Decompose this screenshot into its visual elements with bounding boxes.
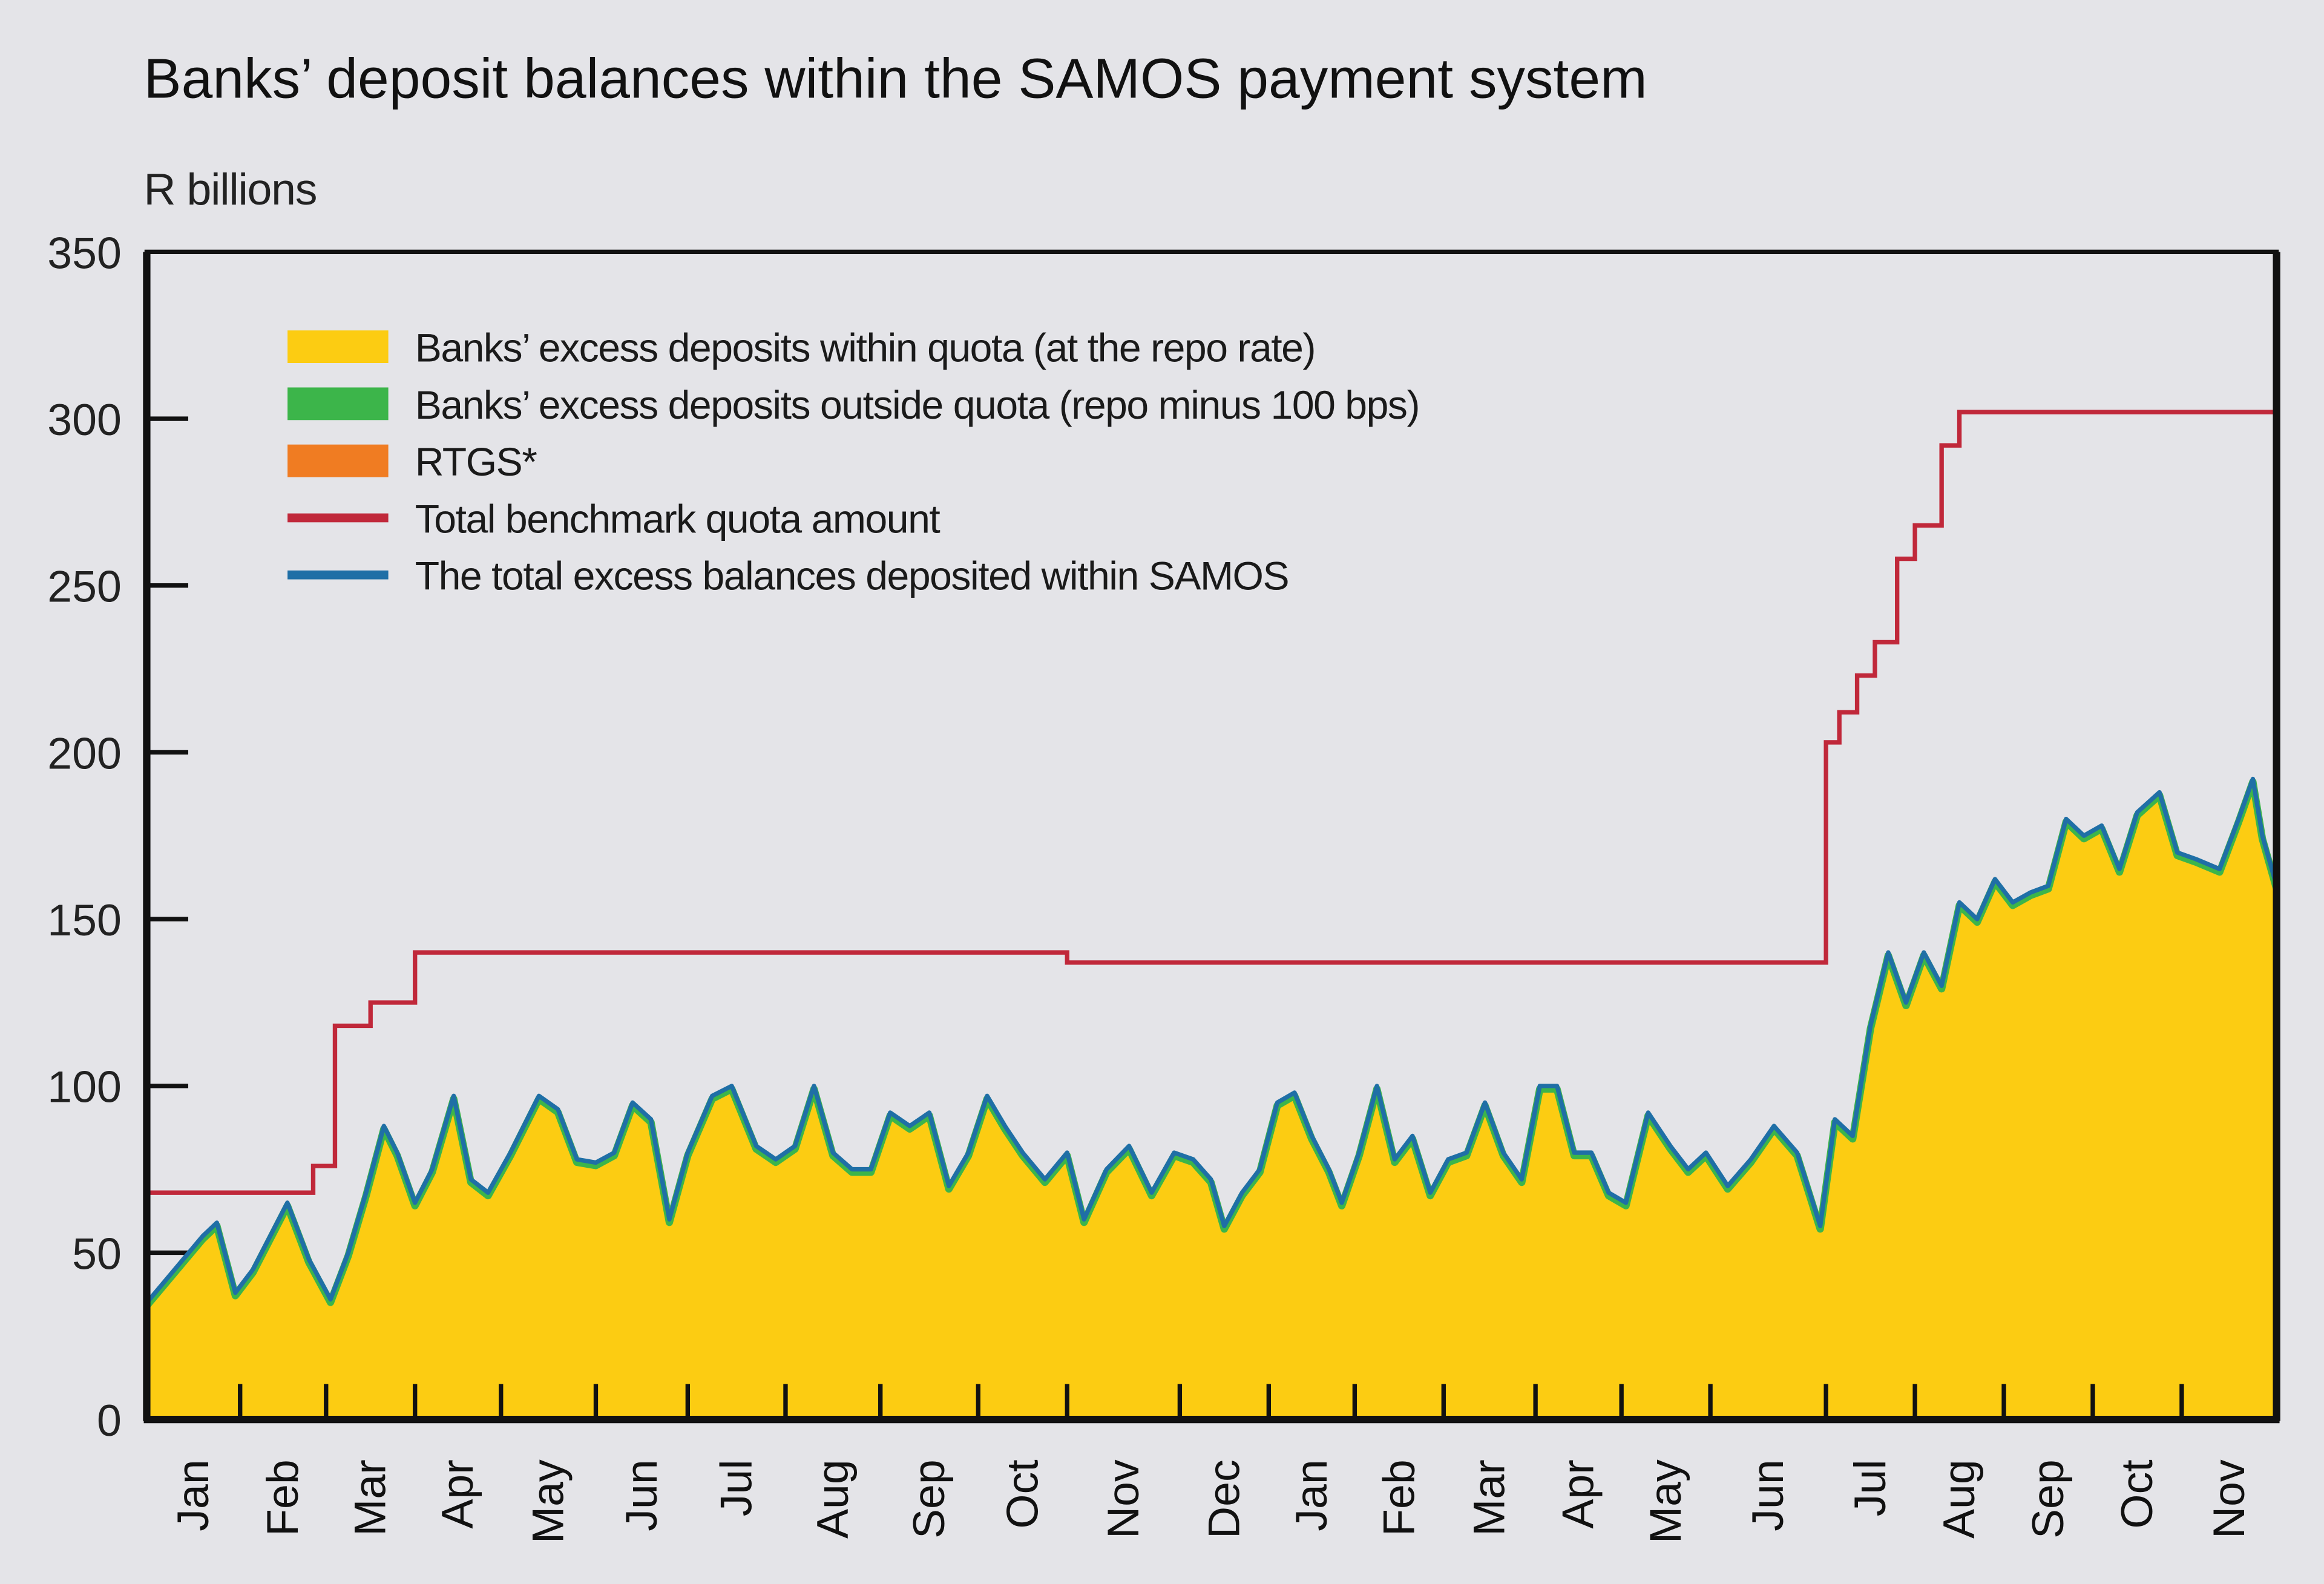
- x-tick-label: Aug: [807, 1459, 858, 1539]
- x-tick-label: May: [523, 1459, 573, 1543]
- chart-title: Banks’ deposit balances within the SAMOS…: [144, 47, 1647, 110]
- x-tick-label: Mar: [1464, 1459, 1514, 1536]
- x-tick-label: Oct: [997, 1459, 1047, 1528]
- y-axis-ticks: 0 50 100 150 200 250 300 350: [47, 227, 189, 1445]
- y-tick-label: 200: [47, 728, 122, 778]
- x-tick-label: Sep: [2023, 1459, 2073, 1539]
- y-tick-label: 300: [47, 394, 122, 445]
- x-axis-tick-marks: [238, 1384, 2184, 1420]
- x-tick-label: Nov: [1098, 1459, 1148, 1539]
- x-tick-label: Aug: [1934, 1459, 1984, 1539]
- line-total-excess: [145, 776, 2279, 1304]
- x-tick-label: Nov: [2204, 1459, 2254, 1539]
- x-tick-label: Mar: [345, 1459, 395, 1536]
- legend-area-swatch: [287, 444, 389, 477]
- plot-area: [143, 249, 2280, 1424]
- line-benchmark-quota: [146, 410, 2277, 1195]
- x-tick-label: Jul: [711, 1459, 761, 1516]
- x-tick-label: May: [1640, 1459, 1690, 1543]
- legend-line-swatch: [287, 570, 389, 580]
- area-within-quota: [146, 779, 2277, 1420]
- legend: Banks’ excess deposits within quota (at …: [287, 326, 1420, 599]
- legend-line-swatch: [287, 513, 389, 523]
- legend-label: RTGS*: [415, 440, 537, 485]
- x-tick-label: Apr: [432, 1459, 482, 1528]
- legend-label: Total benchmark quota amount: [415, 497, 940, 542]
- x-tick-label: Jan: [1286, 1459, 1336, 1531]
- x-tick-label: Jun: [1742, 1459, 1793, 1531]
- legend-area-swatch: [287, 330, 389, 364]
- x-tick-label: Oct: [2112, 1459, 2162, 1528]
- y-tick-label: 350: [47, 227, 122, 278]
- legend-label: The total excess balances deposited with…: [415, 554, 1288, 599]
- y-tick-label: 100: [47, 1062, 122, 1112]
- y-tick-label: 0: [97, 1395, 122, 1445]
- legend-label: Banks’ excess deposits within quota (at …: [415, 326, 1315, 371]
- x-tick-label: Feb: [257, 1459, 307, 1536]
- x-tick-label: Apr: [1553, 1459, 1603, 1528]
- x-axis-labels: Jan Feb Mar Apr May Jun Jul Aug Sep Oct Nov Dec Jan F…: [168, 1459, 2254, 1543]
- y-tick-label: 50: [72, 1228, 122, 1278]
- y-axis-unit-label: R billions: [144, 164, 317, 214]
- x-tick-label: Feb: [1373, 1459, 1423, 1536]
- y-tick-label: 150: [47, 895, 122, 945]
- y-tick-label: 250: [47, 561, 122, 612]
- legend-label: Banks’ excess deposits outside quota (re…: [415, 383, 1419, 428]
- x-tick-label: Jul: [1845, 1459, 1895, 1516]
- legend-area-swatch: [287, 387, 389, 421]
- x-tick-label: Jun: [616, 1459, 666, 1531]
- x-tick-label: Sep: [904, 1459, 954, 1539]
- x-tick-label: Dec: [1198, 1459, 1249, 1539]
- x-tick-label: Jan: [168, 1459, 218, 1531]
